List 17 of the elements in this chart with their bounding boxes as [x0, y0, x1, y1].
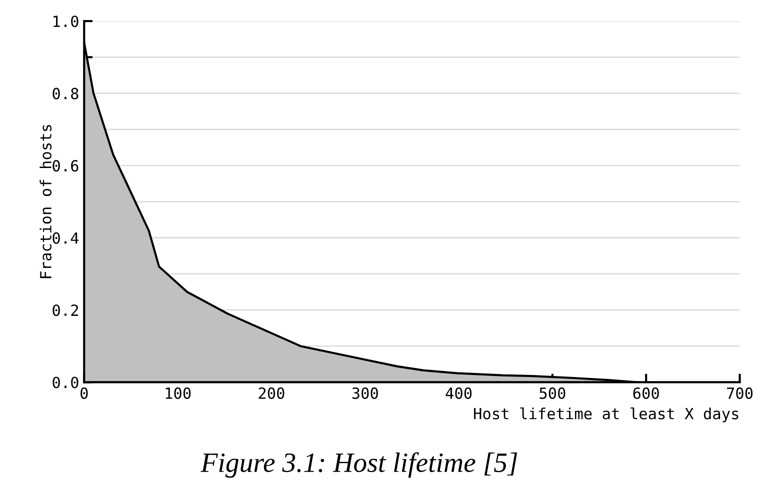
- x-tick-label: 0: [80, 387, 88, 399]
- x-tick-label: 100: [166, 387, 191, 399]
- x-tick-label: 500: [540, 387, 566, 399]
- x-tick-label: 200: [258, 387, 284, 399]
- y-tick-label: 1.0: [54, 16, 78, 28]
- y-axis-title: Fraction of hosts: [40, 124, 52, 278]
- y-tick-label: 0.4: [52, 232, 79, 244]
- y-tick-label: 0.2: [52, 304, 78, 316]
- caption: Figure 3.1: Host lifetime [5]: [200, 452, 518, 478]
- x-tick-label: 300: [352, 387, 378, 399]
- y-tick-label: 0.6: [52, 160, 78, 172]
- y-tick-label: 0.0: [52, 376, 78, 388]
- x-tick-label: 600: [633, 387, 659, 399]
- y-tick-label: 0.8: [52, 88, 78, 100]
- x-tick-label: 400: [446, 387, 472, 399]
- x-axis-title: Host lifetime at least X days: [474, 407, 738, 422]
- x-tick-label: 700: [726, 387, 753, 399]
